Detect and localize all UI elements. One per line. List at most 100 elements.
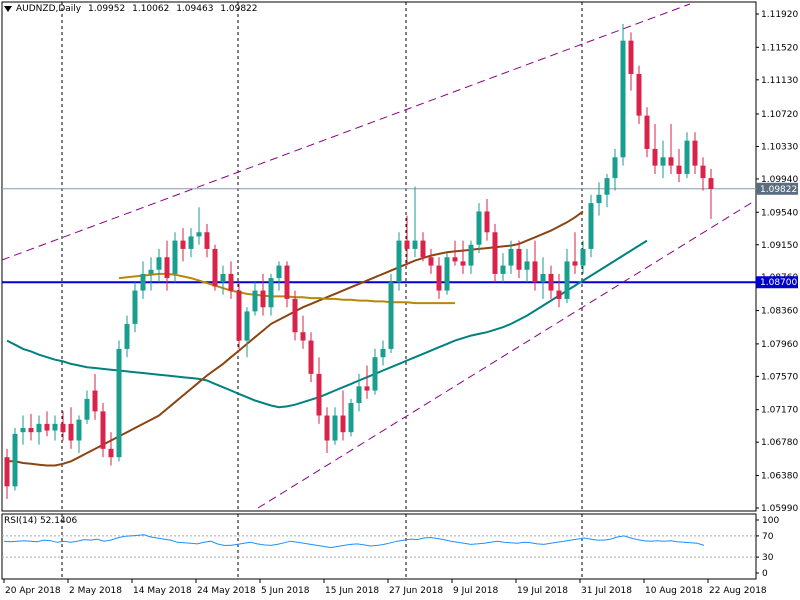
candle-body — [444, 257, 450, 291]
candle-body — [604, 178, 610, 195]
main-panel-border — [1, 1, 757, 512]
candle-body — [348, 403, 354, 433]
candle — [100, 403, 106, 458]
candle — [612, 148, 618, 191]
candle — [660, 140, 666, 179]
current-price-box — [756, 182, 798, 195]
candle-body — [508, 248, 514, 266]
candle-body — [532, 261, 538, 283]
low-value: 1.09463 — [176, 4, 214, 14]
candle — [620, 23, 626, 166]
candle — [692, 132, 698, 174]
candle — [260, 273, 266, 316]
candle-body — [500, 265, 506, 274]
level-price-label: 1.08700 — [760, 278, 797, 288]
candle-body — [316, 373, 322, 416]
candle — [572, 232, 578, 274]
candle — [92, 373, 98, 420]
candle — [356, 373, 362, 412]
candle-body — [636, 73, 642, 116]
candle-body — [68, 423, 74, 441]
time-tick-label: 22 Aug 2018 — [709, 586, 767, 596]
candle-body — [148, 269, 154, 274]
price-tick-label: 1.05990 — [761, 504, 798, 514]
chevron-down-icon[interactable] — [4, 5, 12, 12]
candle-body — [460, 261, 466, 266]
chart-header: AUDNZD,Daily 1.09952 1.10062 1.09463 1.0… — [4, 4, 262, 14]
candle-body — [708, 178, 714, 189]
candle — [684, 132, 690, 179]
candle — [28, 413, 34, 441]
candle — [12, 428, 18, 491]
candle-body — [404, 240, 410, 249]
price-tick-label: 1.11130 — [761, 76, 798, 86]
candle — [172, 232, 178, 283]
candle-body — [116, 348, 122, 458]
candle — [204, 223, 210, 258]
symbol-label: AUDNZD,Daily — [16, 4, 82, 14]
candle — [708, 168, 714, 219]
price-tick-label: 1.11520 — [761, 43, 798, 53]
candle-body — [596, 194, 602, 204]
candle-body — [516, 248, 522, 270]
candle — [300, 315, 306, 349]
candle-body — [284, 265, 290, 299]
candle — [228, 261, 234, 299]
candle-body — [676, 165, 682, 174]
current-price-label: 1.09822 — [760, 185, 797, 195]
candle — [388, 273, 394, 354]
candle-body — [52, 423, 58, 431]
rsi-line — [3, 534, 705, 549]
candle — [404, 215, 410, 266]
candle — [364, 365, 370, 399]
candle — [68, 407, 74, 449]
candle — [596, 182, 602, 216]
candle — [340, 390, 346, 441]
candle-body — [292, 298, 298, 333]
candle-body — [188, 236, 194, 249]
candle — [548, 265, 554, 299]
time-tick-label: 31 Jul 2018 — [581, 586, 632, 596]
candle — [308, 332, 314, 383]
candle — [380, 340, 386, 366]
candle-body — [364, 386, 370, 391]
time-tick-label: 14 May 2018 — [133, 586, 192, 596]
channel-upper-line — [1, 3, 691, 261]
price-tick-label: 1.07960 — [761, 340, 798, 350]
candle — [156, 248, 162, 283]
candle-body — [252, 290, 258, 312]
candle-body — [308, 340, 314, 374]
candle-body — [452, 257, 458, 262]
candle-body — [212, 248, 218, 287]
time-tick-label: 19 Jul 2018 — [517, 586, 568, 596]
rsi-tick-label: 0 — [762, 569, 768, 579]
candle — [580, 240, 586, 274]
candle-body — [244, 311, 250, 341]
candle — [452, 240, 458, 266]
candle — [44, 411, 50, 437]
trend-channel — [1, 3, 757, 509]
price-tick-label: 1.08360 — [761, 307, 798, 317]
candle-body — [436, 265, 442, 291]
price-tick-label: 1.07170 — [761, 406, 798, 416]
price-tick-label: 1.09150 — [761, 241, 798, 251]
candle — [212, 244, 218, 291]
candle-body — [428, 257, 434, 266]
candle-body — [108, 448, 114, 458]
channel-lower-line — [257, 199, 757, 509]
price-tick-label: 1.07570 — [761, 372, 798, 382]
candle-body — [12, 433, 18, 487]
candle — [628, 32, 634, 91]
candle-body — [660, 157, 666, 166]
candle — [540, 257, 546, 299]
rsi-panel-border — [1, 513, 757, 580]
candle-body — [468, 244, 474, 266]
candle — [124, 315, 130, 358]
candle-body — [84, 398, 90, 420]
candle-body — [228, 273, 234, 291]
candle-body — [684, 140, 690, 174]
candle-body — [268, 278, 274, 308]
candle — [476, 203, 482, 254]
rsi-tick-label: 70 — [762, 532, 774, 542]
